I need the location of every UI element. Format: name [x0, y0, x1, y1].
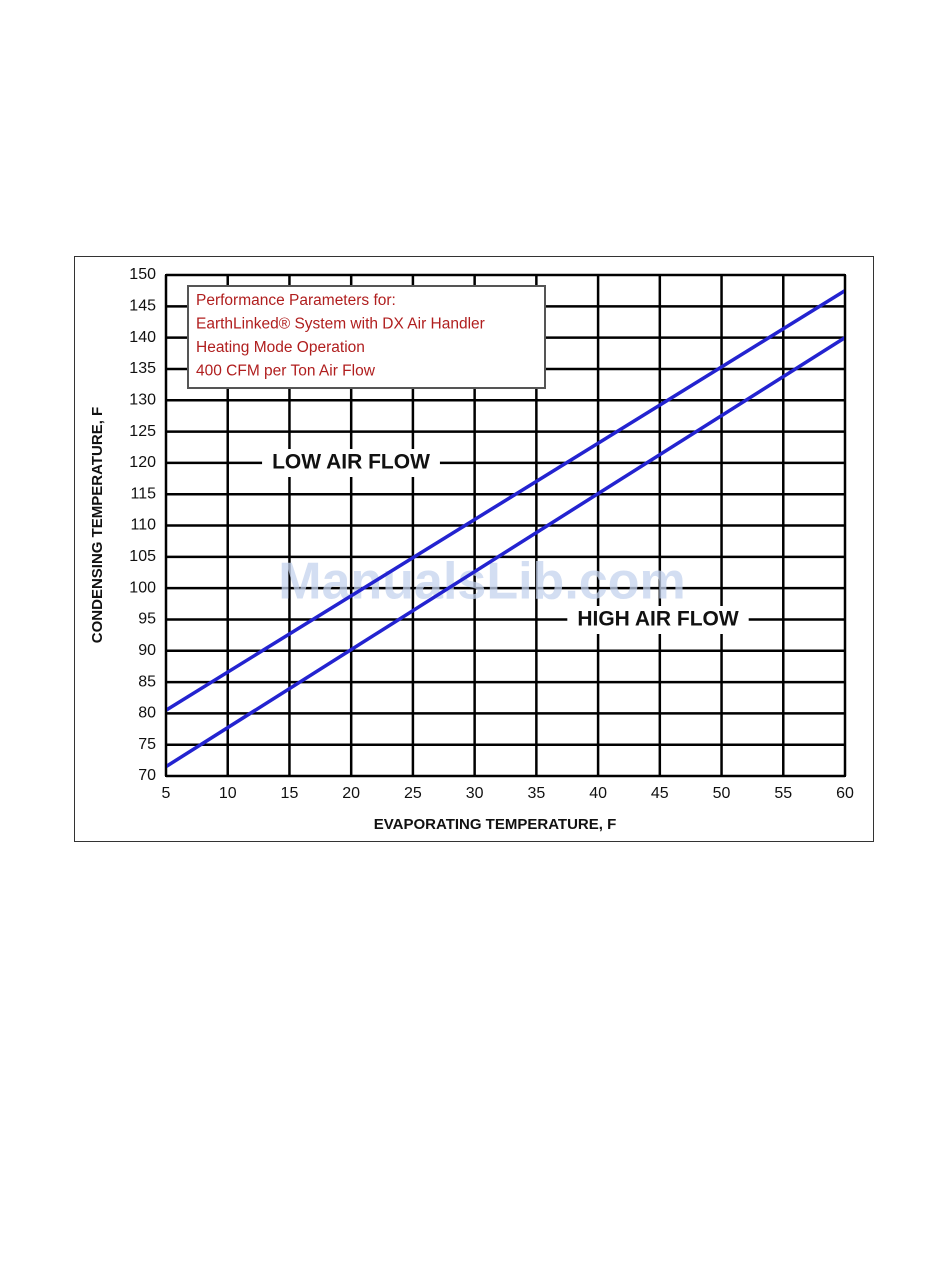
y-tick-label: 130 — [129, 391, 156, 408]
annotation-line: Performance Parameters for: — [196, 292, 396, 309]
y-tick-label: 85 — [138, 673, 156, 690]
x-tick-label: 60 — [836, 785, 854, 802]
watermark: ManualsLib.com — [278, 553, 685, 611]
annotation-line: Heating Mode Operation — [196, 339, 365, 356]
legend-bg — [567, 606, 749, 634]
annotation-frame — [187, 285, 546, 389]
x-tick-label: 25 — [404, 785, 422, 802]
y-tick-label: 125 — [129, 423, 156, 440]
legend-label: LOW AIR FLOW — [272, 451, 430, 474]
y-tick-label: 100 — [129, 579, 156, 596]
annotation-line: EarthLinked® System with DX Air Handler — [196, 316, 485, 333]
lines — [165, 289, 846, 769]
x-tick-label: 10 — [219, 785, 237, 802]
y-tick-label: 120 — [129, 454, 156, 471]
y-tick-label: 80 — [138, 705, 156, 722]
x-tick-label: 5 — [162, 785, 171, 802]
series-line — [165, 289, 846, 712]
x-tick-label: 35 — [527, 785, 545, 802]
y-tick-label: 70 — [138, 767, 156, 784]
y-tick-label: 145 — [129, 298, 156, 315]
legend-bg — [262, 449, 440, 477]
x-tick-label: 40 — [589, 785, 607, 802]
y-tick-label: 135 — [129, 360, 156, 377]
y-tick-label: 115 — [130, 485, 156, 502]
x-axis-label: EVAPORATING TEMPERATURE, F — [374, 816, 617, 833]
annotation-box: Performance Parameters for: EarthLinked® … — [187, 285, 546, 389]
x-tick-label: 55 — [774, 785, 792, 802]
y-tick-label: 110 — [130, 517, 156, 534]
y-tick-label: 95 — [138, 611, 156, 628]
x-tick-label: 50 — [713, 785, 731, 802]
plot-border — [165, 274, 846, 777]
y-tick-label: 90 — [138, 642, 156, 659]
x-tick-label: 45 — [651, 785, 669, 802]
y-tick-label: 105 — [129, 548, 156, 565]
series-line — [165, 336, 846, 769]
x-tick-label: 20 — [342, 785, 360, 802]
y-tick-label: 75 — [138, 736, 156, 753]
x-tick-label: 15 — [281, 785, 299, 802]
y-axis-label: CONDENSING TEMPERATURE, F — [89, 407, 106, 643]
legend-label: HIGH AIR FLOW — [577, 608, 739, 631]
y-tick-label: 150 — [129, 266, 156, 283]
x-tick-label: 30 — [466, 785, 484, 802]
y-tick-label: 140 — [129, 329, 156, 346]
annotation-line: 400 CFM per Ton Air Flow — [196, 363, 376, 380]
